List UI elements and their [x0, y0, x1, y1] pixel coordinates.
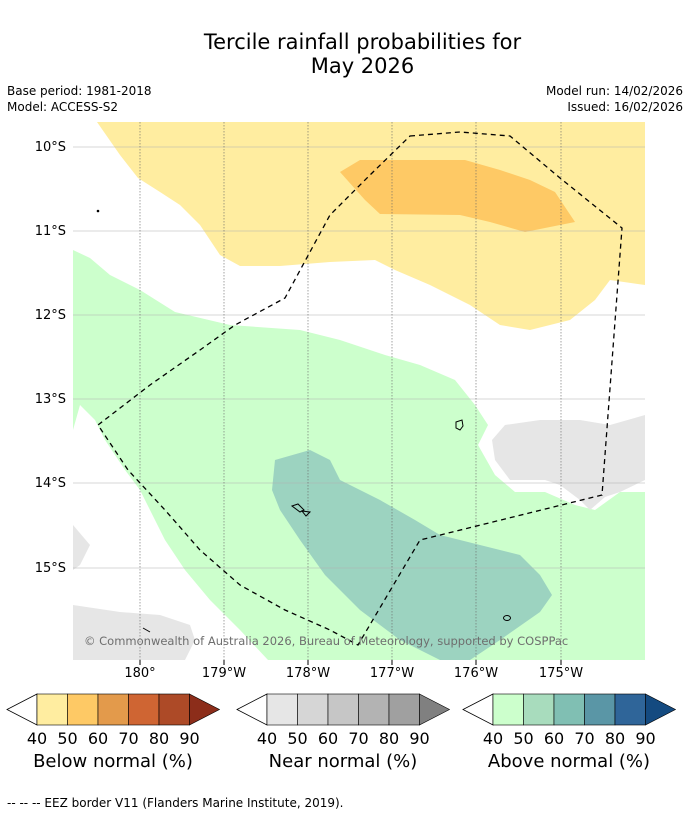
- island-speck: [96, 209, 100, 213]
- latitude-label: 13°S: [35, 392, 66, 407]
- below-normal-50-region: [340, 160, 575, 232]
- colorbar-tick-label: 40: [483, 729, 503, 748]
- colorbar-tick-label: 90: [179, 729, 199, 748]
- colorbar-tick-label: 40: [257, 729, 277, 748]
- colorbar-tick-label: 80: [149, 729, 169, 748]
- longitude-ticks: [139, 660, 562, 665]
- colorbar-tick-label: 50: [57, 729, 77, 748]
- colorbar-tick-label: 90: [409, 729, 429, 748]
- longitude-label: 177°W: [370, 666, 414, 681]
- colorbar-tick-label: 60: [544, 729, 564, 748]
- colorbar-high-extension: [189, 693, 221, 726]
- eez-legend: -- -- -- EEZ border V11 (Flanders Marine…: [7, 796, 344, 810]
- colorbar-segment: [67, 693, 99, 726]
- colorbar: 40 50 60 70 80 90: [462, 693, 677, 748]
- base-period: Base period: 1981-2018: [7, 84, 152, 98]
- island-west-b: [300, 510, 312, 517]
- colorbar-low-extension: [462, 693, 494, 726]
- island-southwest: [142, 627, 151, 633]
- title-line-1: Tercile rainfall probabilities for: [203, 30, 522, 54]
- longitude-label: 180°: [124, 666, 155, 681]
- colorbar-below-caption: Below normal (%): [33, 751, 193, 772]
- colorbar-segment: [327, 693, 359, 726]
- colorbar-segment: [358, 693, 390, 726]
- colorbar-segment: [584, 693, 616, 726]
- longitude-label: 179°W: [202, 666, 246, 681]
- colorbar-tick-label: 80: [379, 729, 399, 748]
- colorbar-low-extension: [6, 693, 38, 726]
- colorbar: 40 50 60 70 80 90: [6, 693, 221, 748]
- latitude-label: 12°S: [35, 308, 66, 323]
- colorbar-tick-label: 50: [287, 729, 307, 748]
- colorbar-near-caption: Near normal (%): [268, 751, 418, 772]
- colorbar-high-extension: [645, 693, 677, 726]
- colorbar-segment: [492, 693, 524, 726]
- colorbar-tick-label: 70: [348, 729, 368, 748]
- islands: [96, 209, 511, 633]
- near-normal-40-southwest: [73, 605, 195, 660]
- colorbar-segment: [128, 693, 160, 726]
- meta-right: Model run: 14/02/2026 Issued: 16/02/2026: [546, 83, 683, 115]
- colorbar-tick-label: 90: [635, 729, 655, 748]
- colorbar-segment: [388, 693, 420, 726]
- colorbar-low-extension: [236, 693, 268, 726]
- colorbar-segment: [523, 693, 555, 726]
- latitude-label: 10°S: [35, 140, 66, 155]
- colorbar-above-caption: Above normal (%): [487, 751, 651, 772]
- colorbar-tick-label: 80: [605, 729, 625, 748]
- chart-title: Tercile rainfall probabilities for May 2…: [0, 30, 690, 78]
- colorbar-tick-label: 50: [513, 729, 533, 748]
- longitude-label: 175°W: [539, 666, 583, 681]
- eez-border: [97, 131, 623, 646]
- colorbar-tick-label: 70: [574, 729, 594, 748]
- near-normal-40-region: [492, 415, 645, 510]
- colorbar-segment: [158, 693, 190, 726]
- issued-date: Issued: 16/02/2026: [567, 100, 683, 114]
- colorbar-segment: [297, 693, 329, 726]
- colorbar-tick-label: 40: [27, 729, 47, 748]
- colorbar-tick-label: 60: [88, 729, 108, 748]
- meta-left: Base period: 1981-2018 Model: ACCESS-S2: [7, 83, 152, 115]
- latitude-labels: 10°S 11°S 12°S 13°S 14°S 15°S: [35, 140, 66, 576]
- map: 10°S11°S12°S13°S14°S15°S 180° 179°W 178°W 1…: [35, 122, 645, 681]
- latitude-label: 14°S: [35, 476, 66, 491]
- colorbar: 40 50 60 70 80 90: [236, 693, 451, 748]
- longitude-labels: 180° 179°W 178°W 177°W 176°W 175°W: [124, 666, 583, 681]
- model-name: Model: ACCESS-S2: [7, 100, 119, 114]
- colorbar-high-extension: [419, 693, 451, 726]
- colorbar-segment: [553, 693, 585, 726]
- colorbar-segment: [97, 693, 129, 726]
- copyright: © Commonwealth of Australia 2026, Bureau…: [84, 634, 568, 648]
- near-normal-40-west: [73, 525, 90, 570]
- colorbar-segment: [36, 693, 68, 726]
- model-run: Model run: 14/02/2026: [545, 84, 683, 98]
- colorbar-segment: [614, 693, 646, 726]
- latitude-label: 15°S: [35, 561, 66, 576]
- colorbars: 40 50 60 70 80 90 40 50 60 70 80 90 40 50 60 70 80 90: [6, 693, 677, 748]
- title-line-2: May 2026: [310, 54, 415, 78]
- above-normal-50-region: [272, 450, 552, 660]
- latitude-label: 11°S: [35, 224, 66, 239]
- island-west-a: [290, 503, 305, 513]
- longitude-label: 176°W: [454, 666, 498, 681]
- island-southeast: [503, 615, 511, 621]
- colorbar-tick-label: 70: [118, 729, 138, 748]
- island-north: [455, 419, 464, 431]
- colorbar-segment: [266, 693, 298, 726]
- colorbar-tick-label: 60: [318, 729, 338, 748]
- longitude-label: 178°W: [286, 666, 330, 681]
- below-normal-40-sliver: [638, 219, 645, 224]
